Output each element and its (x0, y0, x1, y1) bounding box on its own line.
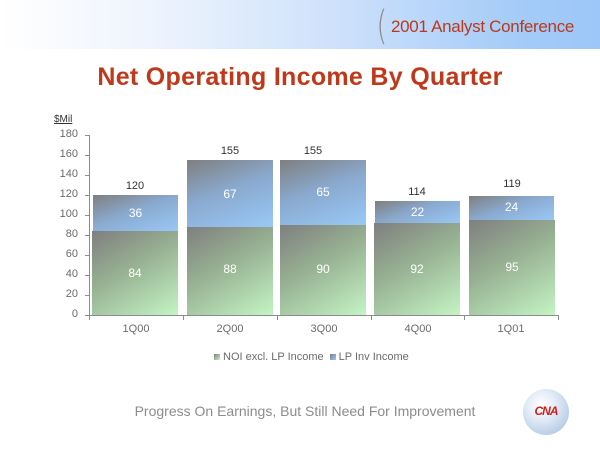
bar-segment-lp-2q00: 67 (187, 160, 273, 228)
bar-total-label: 155 (303, 145, 323, 157)
y-tick (85, 215, 89, 216)
x-tick-label: 1Q01 (497, 323, 525, 335)
bar-value-label: 24 (504, 200, 519, 214)
y-tick-label: 120 (59, 188, 78, 200)
bar-total-label: 114 (408, 186, 426, 198)
bar-value-label: 90 (316, 262, 330, 276)
bar-total-label: 155 (220, 145, 240, 157)
bar-value-label: 65 (316, 185, 330, 199)
bar-value-label: 95 (505, 260, 519, 274)
legend-label-lp: LP Inv Income (338, 351, 409, 363)
y-tick-label: 0 (71, 308, 78, 320)
y-axis (89, 135, 90, 316)
bar-value-label: 67 (223, 187, 237, 201)
y-tick-label: 40 (65, 268, 78, 280)
y-tick (85, 195, 89, 196)
bar-value-label: 84 (128, 266, 142, 280)
y-tick-label: 100 (59, 208, 78, 220)
legend-item-noi: NOI excl. LP Income (214, 351, 324, 363)
logo-text: CNA (534, 404, 559, 418)
bar-segment-noi-3q00: 90 (280, 225, 366, 315)
y-tick-label: 80 (65, 228, 78, 240)
x-tick (89, 315, 90, 320)
bar-total-label: 119 (503, 178, 521, 190)
y-tick (85, 275, 89, 276)
x-tick (371, 315, 372, 320)
bar-segment-noi-4q00: 92 (374, 223, 460, 315)
conference-title: 2001 Analyst Conference (391, 17, 575, 36)
y-tick (85, 255, 89, 256)
bar-segment-noi-2q00: 88 (187, 227, 273, 315)
y-tick (85, 155, 89, 156)
x-tick (558, 315, 559, 320)
x-tick (183, 315, 184, 320)
header-paren-decoration: ( (376, 3, 388, 49)
x-axis (89, 315, 559, 316)
x-tick-label: 3Q00 (310, 323, 338, 335)
bar-value-label: 36 (128, 206, 143, 220)
x-tick-label: 1Q00 (122, 323, 150, 335)
legend-swatch-lp-icon (329, 354, 336, 360)
y-tick-label: 20 (65, 288, 78, 300)
page-title: Net Operating Income By Quarter (97, 63, 503, 91)
bar-value-label: 92 (410, 262, 424, 276)
y-tick-label: 160 (59, 148, 78, 160)
bar-value-label: 22 (410, 205, 425, 219)
y-tick (85, 135, 89, 136)
x-tick (464, 315, 465, 320)
cna-logo-icon: CNA (523, 389, 569, 435)
legend-item-lp: LP Inv Income (329, 351, 409, 363)
legend-label-noi: NOI excl. LP Income (223, 351, 324, 363)
legend-swatch-noi-icon (214, 354, 220, 360)
bar-segment-noi-1q00: 84 (92, 231, 178, 315)
x-tick (277, 315, 278, 320)
header-band (0, 0, 600, 49)
bar-segment-lp-1q01: 24 (469, 196, 554, 221)
y-tick (85, 295, 89, 296)
x-tick-label: 2Q00 (216, 323, 244, 335)
y-tick-label: 180 (59, 128, 78, 140)
bar-segment-lp-1q00: 36 (93, 195, 178, 232)
y-tick (85, 175, 89, 176)
y-tick (85, 235, 89, 236)
y-axis-unit-label: $Mil (54, 114, 73, 125)
bar-value-label: 88 (223, 262, 237, 276)
bar-segment-lp-3q00: 65 (280, 160, 366, 226)
x-tick-label: 4Q00 (404, 323, 432, 335)
y-tick (85, 315, 89, 316)
footer-tagline: Progress On Earnings, But Still Need For… (134, 403, 476, 419)
bar-segment-noi-1q01: 95 (469, 220, 555, 315)
bar-segment-lp-4q00: 22 (375, 201, 460, 224)
chart-legend: NOI excl. LP Income LP Inv Income (214, 351, 415, 363)
y-tick-label: 60 (65, 248, 78, 260)
bar-total-label: 120 (125, 180, 145, 192)
y-tick-label: 140 (59, 168, 78, 180)
